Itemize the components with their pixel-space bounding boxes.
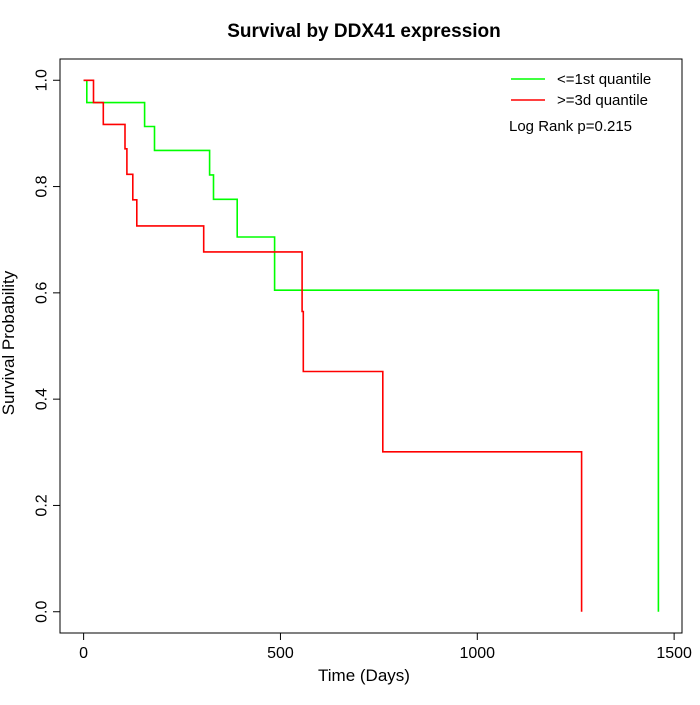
- x-axis-label: Time (Days): [318, 666, 410, 685]
- x-tick-label: 500: [267, 645, 294, 662]
- legend-label: >=3d quantile: [557, 92, 648, 109]
- y-tick-label: 1.0: [34, 69, 51, 91]
- x-tick-label: 1500: [656, 645, 692, 662]
- y-tick-label: 0.2: [34, 494, 51, 516]
- chart-title: Survival by DDX41 expression: [227, 21, 501, 42]
- km-curve-low: [83, 79, 660, 612]
- y-tick-label: 0.8: [34, 175, 51, 197]
- legend-label: <=1st quantile: [557, 71, 651, 88]
- x-tick-label: 0: [79, 645, 88, 662]
- y-tick-label: 0.6: [34, 282, 51, 304]
- axes: 0 500 1000 1500 0.0 0.2 0.4 0.6 0.8 1.0: [34, 69, 693, 662]
- legend: <=1st quantile >=3d quantile: [511, 71, 651, 109]
- series-group: [83, 79, 660, 612]
- km-curve-high: [83, 79, 583, 612]
- y-axis-label: Survival Probability: [0, 270, 18, 415]
- plot-frame: [59, 58, 683, 634]
- y-tick-label: 0.4: [34, 388, 51, 410]
- y-tick-label: 0.0: [34, 601, 51, 623]
- log-rank-annotation: Log Rank p=0.215: [509, 118, 632, 135]
- x-tick-label: 1000: [459, 645, 495, 662]
